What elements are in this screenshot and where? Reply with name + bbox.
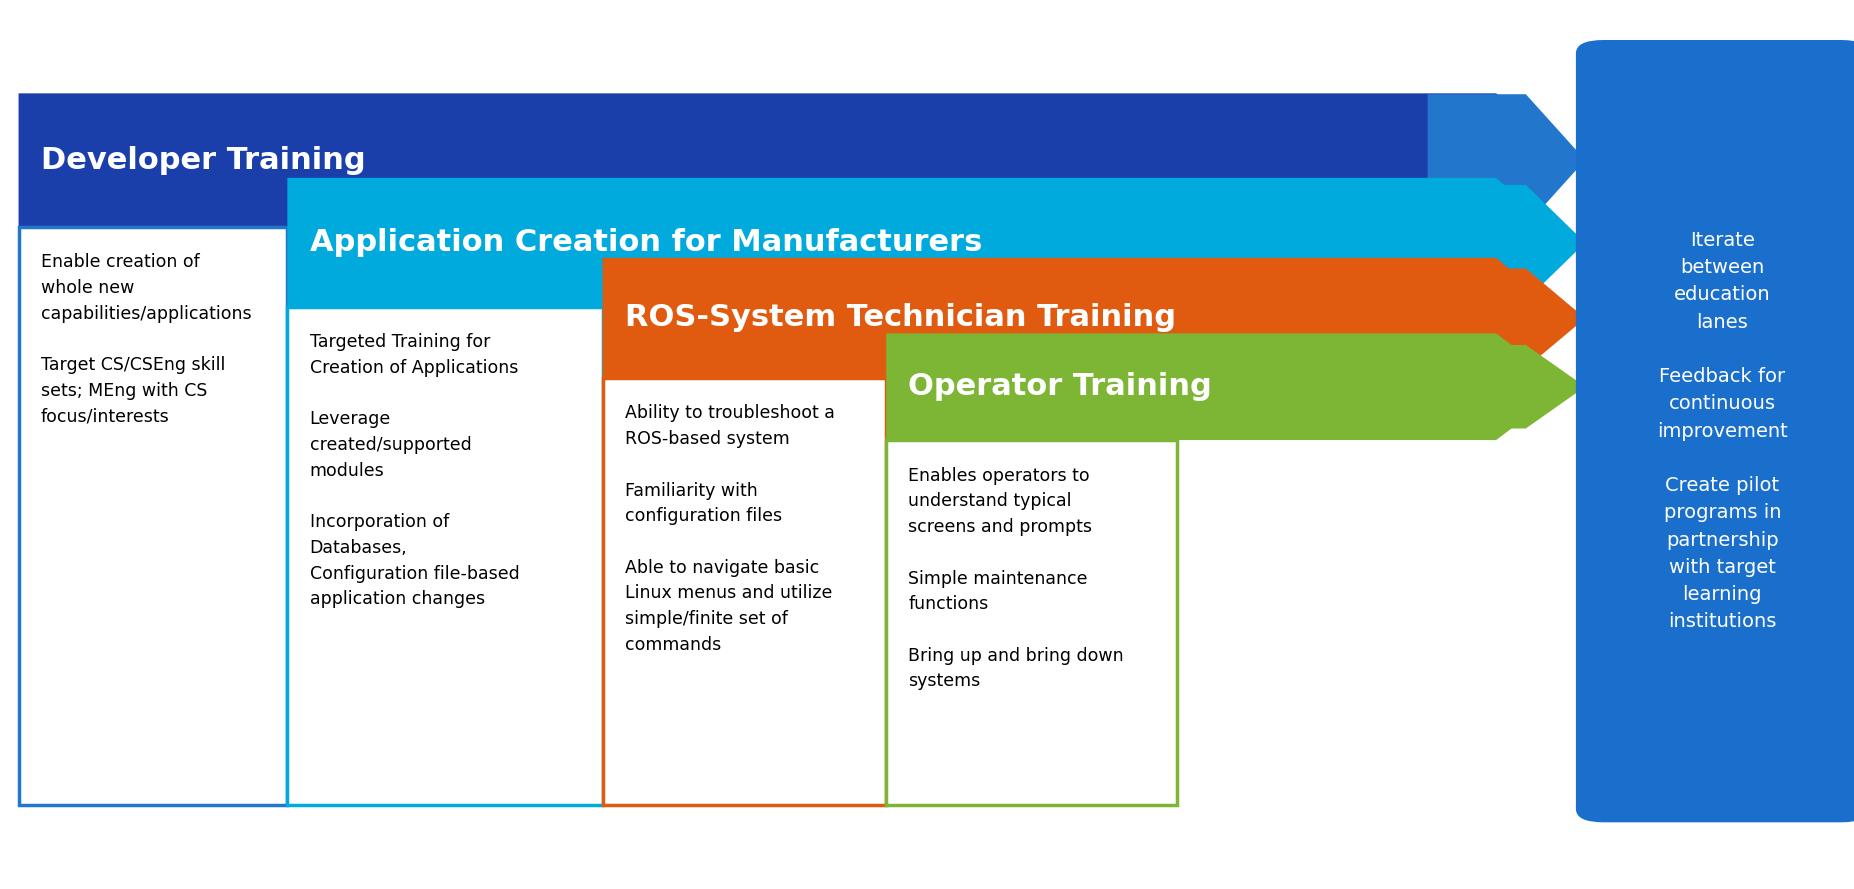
Text: Developer Training: Developer Training — [41, 146, 365, 174]
Polygon shape — [19, 93, 1567, 227]
Text: Iterate
between
education
lanes

Feedback for
continuous
improvement

Create pil: Iterate between education lanes Feedback… — [1657, 231, 1787, 631]
Polygon shape — [1428, 185, 1585, 300]
Polygon shape — [1428, 94, 1585, 226]
Bar — [287, 307, 603, 805]
Polygon shape — [886, 333, 1567, 440]
FancyBboxPatch shape — [1576, 40, 1854, 822]
Text: Targeted Training for
Creation of Applications

Leverage
created/supported
modul: Targeted Training for Creation of Applic… — [310, 333, 519, 608]
Text: Operator Training: Operator Training — [908, 372, 1213, 401]
Bar — [603, 378, 886, 805]
Bar — [886, 440, 1177, 805]
Text: ROS-System Technician Training: ROS-System Technician Training — [625, 303, 1175, 332]
Polygon shape — [1428, 345, 1585, 428]
Polygon shape — [1428, 268, 1585, 368]
Text: Application Creation for Manufacturers: Application Creation for Manufacturers — [310, 228, 983, 257]
Text: Enable creation of
whole new
capabilities/applications

Target CS/CSEng skill
se: Enable creation of whole new capabilitie… — [41, 253, 252, 426]
Text: Ability to troubleshoot a
ROS-based system

Familiarity with
configuration files: Ability to troubleshoot a ROS-based syst… — [625, 404, 834, 653]
Text: Enables operators to
understand typical
screens and prompts

Simple maintenance
: Enables operators to understand typical … — [908, 467, 1124, 691]
Polygon shape — [287, 178, 1567, 307]
Bar — [19, 227, 287, 805]
Polygon shape — [603, 258, 1567, 378]
